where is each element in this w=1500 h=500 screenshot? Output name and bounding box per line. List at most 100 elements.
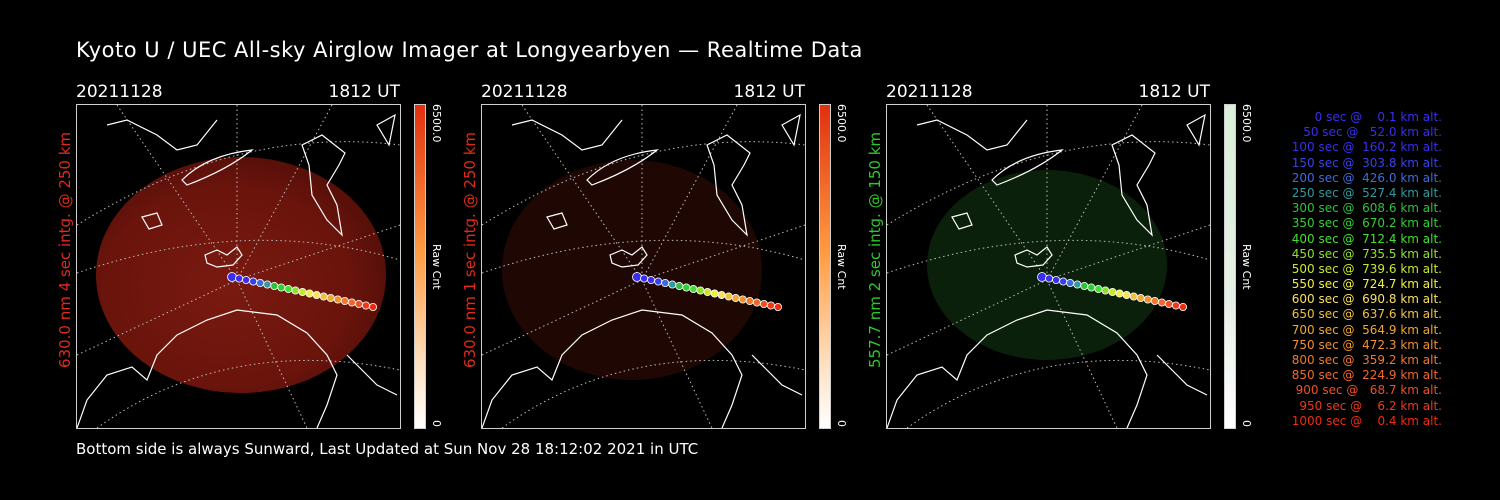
colorbar-1-min: 0	[430, 420, 443, 427]
legend-row: 300 sec @ 608.6 km alt.	[1287, 201, 1442, 216]
orbit-position-marker	[703, 287, 712, 296]
orbit-position-marker	[731, 293, 740, 302]
orbit-position-marker	[1143, 295, 1152, 304]
orbit-position-marker	[333, 295, 342, 304]
orbit-position-marker	[1045, 274, 1054, 283]
orbit-position-marker	[696, 286, 705, 295]
orbit-position-marker	[1094, 284, 1103, 293]
colorbar-3-max: 6500.0	[1240, 104, 1253, 143]
orbit-track	[1037, 272, 1187, 311]
orbit-position-marker	[1108, 287, 1117, 296]
orbit-position-marker	[1080, 281, 1089, 290]
orbit-position-marker	[235, 274, 244, 283]
panel-3-date: 20211128	[886, 82, 973, 102]
colorbar-1	[414, 104, 426, 429]
orbit-position-marker	[647, 275, 656, 284]
orbit-position-marker	[1171, 301, 1180, 310]
legend-row: 150 sec @ 303.8 km alt.	[1287, 155, 1442, 170]
orbit-position-marker	[1073, 280, 1082, 289]
orbit-position-marker	[640, 274, 649, 283]
orbit-position-marker	[1052, 275, 1061, 284]
orbit-position-marker	[752, 298, 761, 307]
panel-3-time: 1812 UT	[1138, 82, 1211, 102]
panel-3-ylabel: 557.7 nm 2 sec intg. @ 150 km	[866, 131, 884, 368]
panel-2-ylabel: 630.0 nm 1 sec intg. @ 250 km	[461, 131, 479, 368]
legend-row: 350 sec @ 670.2 km alt.	[1287, 216, 1442, 231]
orbit-position-marker	[682, 283, 691, 292]
orbit-position-marker	[291, 286, 300, 295]
orbit-position-marker	[773, 302, 782, 311]
colorbar-1-max: 6500.0	[430, 104, 443, 143]
orbit-position-marker	[319, 292, 328, 301]
legend-row: 500 sec @ 739.6 km alt.	[1287, 261, 1442, 276]
orbit-position-marker	[724, 292, 733, 301]
orbit-position-marker	[1066, 278, 1075, 287]
orbit-position-marker	[284, 284, 293, 293]
orbit-position-marker	[263, 280, 272, 289]
legend-row: 600 sec @ 690.8 km alt.	[1287, 292, 1442, 307]
orbit-position-marker	[632, 272, 642, 282]
orbit-position-marker	[654, 277, 663, 286]
legend-row: 400 sec @ 712.4 km alt.	[1287, 231, 1442, 246]
orbit-position-marker	[710, 289, 719, 298]
orbit-position-marker	[661, 278, 670, 287]
colorbar-2-min: 0	[835, 420, 848, 427]
airglow-disc	[927, 170, 1167, 360]
orbit-position-marker	[1059, 277, 1068, 286]
page-title: Kyoto U / UEC All-sky Airglow Imager at …	[76, 38, 863, 62]
colorbar-3-label: Raw Cnt	[1240, 244, 1253, 290]
orbit-position-marker	[1129, 292, 1138, 301]
colorbar-3-min: 0	[1240, 420, 1253, 427]
colorbar-2-max: 6500.0	[835, 104, 848, 143]
legend-row: 950 sec @ 6.2 km alt.	[1295, 398, 1442, 413]
orbit-position-marker	[1164, 299, 1173, 308]
legend-row: 200 sec @ 426.0 km alt.	[1287, 170, 1442, 185]
legend-row: 0 sec @ 0.1 km alt.	[1303, 110, 1442, 124]
orbit-position-marker	[717, 290, 726, 299]
orbit-position-marker	[340, 296, 349, 305]
coastlines	[887, 113, 1208, 428]
orbit-position-marker	[354, 299, 363, 308]
orbit-position-marker	[1178, 302, 1187, 311]
orbit-position-marker	[242, 275, 251, 284]
legend-row: 550 sec @ 724.7 km alt.	[1287, 277, 1442, 292]
legend-row: 450 sec @ 735.5 km alt.	[1287, 246, 1442, 261]
coastlines	[77, 113, 398, 428]
legend-row: 900 sec @ 68.7 km alt.	[1291, 383, 1442, 398]
orbit-position-marker	[277, 283, 286, 292]
coastlines	[482, 113, 803, 428]
airglow-image-630-1s	[481, 104, 806, 429]
orbit-position-marker	[1037, 272, 1047, 282]
orbit-position-marker	[368, 302, 377, 311]
orbit-track	[632, 272, 782, 311]
airglow-image-630-4s	[76, 104, 401, 429]
legend-row: 100 sec @ 160.2 km alt.	[1287, 140, 1442, 155]
orbit-position-marker	[675, 281, 684, 290]
panel-1-date: 20211128	[76, 82, 163, 102]
time-altitude-legend: 0 sec @ 0.1 km alt. 50 sec @ 52.0 km alt…	[1262, 110, 1442, 429]
orbit-position-marker	[256, 278, 265, 287]
airglow-image-557-2s	[886, 104, 1211, 429]
orbit-position-marker	[305, 289, 314, 298]
orbit-position-marker	[668, 280, 677, 289]
legend-row: 800 sec @ 359.2 km alt.	[1287, 353, 1442, 367]
legend-row: 50 sec @ 52.0 km alt.	[1295, 125, 1442, 140]
orbit-position-marker	[270, 281, 279, 290]
panel-1-time: 1812 UT	[328, 82, 401, 102]
orbit-position-marker	[312, 290, 321, 299]
legend-row: 750 sec @ 472.3 km alt.	[1287, 337, 1442, 352]
orbit-position-marker	[689, 284, 698, 293]
orbit-position-marker	[745, 296, 754, 305]
orbit-track	[227, 272, 377, 311]
lat-lon-grid	[77, 105, 400, 428]
airglow-disc	[502, 160, 762, 380]
legend-row: 1000 sec @ 0.4 km alt.	[1291, 413, 1442, 428]
legend-row: 850 sec @ 224.9 km alt.	[1287, 368, 1442, 383]
orbit-position-marker	[361, 301, 370, 310]
orbit-position-marker	[1087, 283, 1096, 292]
orbit-position-marker	[347, 298, 356, 307]
colorbar-2	[819, 104, 831, 429]
colorbar-1-label: Raw Cnt	[430, 244, 443, 290]
footer-note: Bottom side is always Sunward, Last Upda…	[76, 440, 699, 458]
colorbar-2-label: Raw Cnt	[835, 244, 848, 290]
